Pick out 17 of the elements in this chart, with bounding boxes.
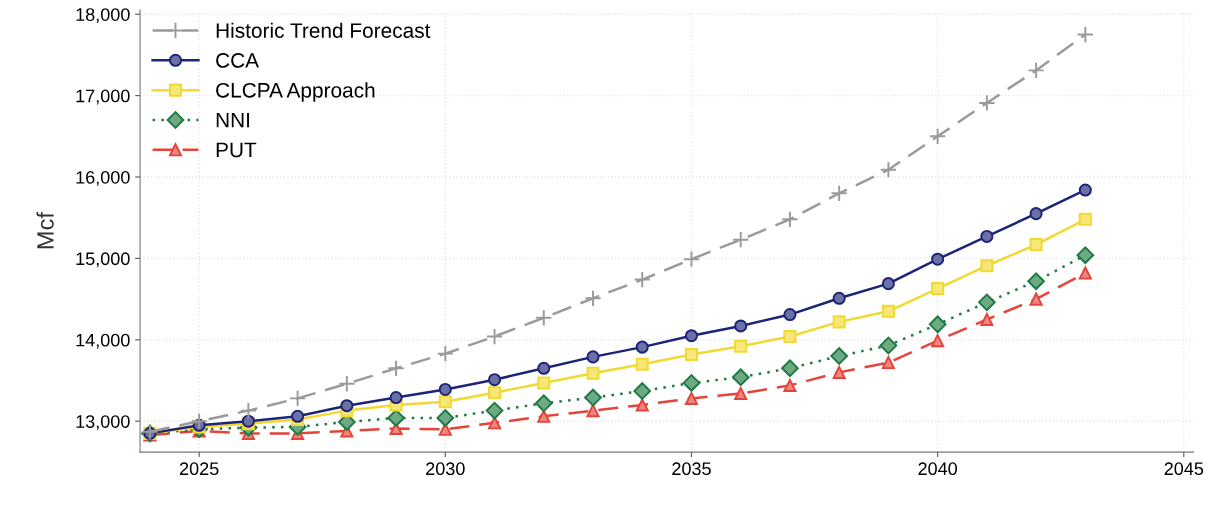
y-tick-label: 17,000 — [76, 89, 130, 105]
y-tick-label: 16,000 — [76, 170, 130, 186]
x-tick-label: 2045 — [1164, 462, 1204, 476]
x-tick-label: 2025 — [179, 462, 219, 476]
x-tick-label: 2035 — [672, 462, 711, 476]
x-tick-label: 2030 — [426, 462, 465, 476]
legend-label: CLCPA Approach — [216, 82, 375, 102]
y-tick-label: 14,000 — [76, 333, 130, 349]
legend-label: CCA — [216, 53, 260, 68]
y-tick-label: 18,000 — [76, 8, 130, 24]
legend-label: PUT — [216, 142, 257, 158]
x-tick-label: 2040 — [918, 462, 958, 476]
y-tick-label: 15,000 — [76, 252, 130, 268]
legend-label: NNI — [216, 112, 250, 128]
y-tick-label: 13,000 — [76, 415, 130, 431]
legend-label: Historic Trend Forecast — [216, 22, 431, 38]
y-axis-title: Mcf — [36, 212, 54, 249]
